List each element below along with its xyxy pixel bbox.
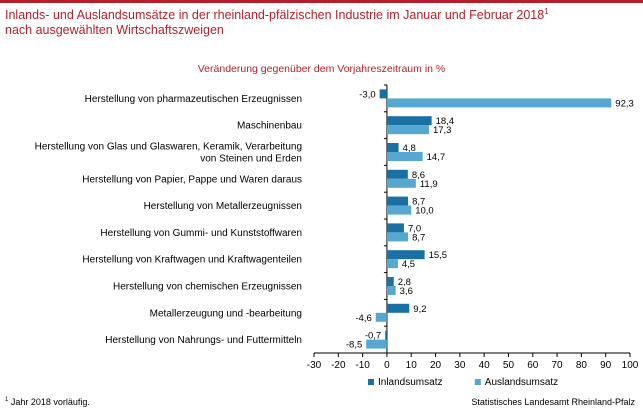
inland-bar [386, 169, 408, 179]
category-label: Herstellung von Nahrungs- und Futtermitt… [105, 335, 302, 346]
ausland-bar [386, 286, 396, 295]
ausland-bar [386, 152, 423, 161]
category-label: Herstellung von Gummi- und Kunststoffwar… [100, 228, 302, 239]
ausland-bar [386, 125, 429, 135]
data-label: 17,3 [433, 125, 452, 136]
data-label: 3,6 [400, 286, 413, 297]
inland-bar [386, 250, 425, 260]
inland-bar [386, 143, 399, 152]
ausland-bar [386, 232, 409, 242]
inland-bar [385, 330, 387, 340]
footnote-mark: 1 [5, 397, 9, 403]
legend-label: Auslandsumsatz [485, 377, 558, 388]
data-label: 7,0 [408, 223, 421, 234]
data-label: 14,7 [427, 152, 446, 163]
data-label: 2,8 [398, 277, 411, 288]
data-label: -8,5 [346, 340, 362, 351]
x-tick-label: 100 [622, 360, 639, 371]
ausland-bar [366, 339, 387, 349]
inland-bar [386, 116, 432, 126]
x-tick-label: 20 [430, 360, 442, 371]
title-line-2: nach ausgewählten Wirtschaftszweigen [5, 23, 224, 37]
inland-bar [386, 196, 409, 206]
data-label: 18,4 [436, 116, 455, 127]
category-label: Herstellung von Metallerzeugnissen [144, 201, 302, 212]
title-line-1: Inlands- und Auslandsumsätze in der rhei… [5, 8, 545, 22]
x-tick-label: 10 [406, 360, 418, 371]
data-label: 8,7 [412, 197, 425, 208]
category-label: von Steinen und Erden [200, 154, 302, 165]
category-label: Herstellung von Papier, Pappe und Waren … [82, 174, 302, 185]
footnote-text: Jahr 2018 vorläufig. [8, 397, 90, 407]
legend-swatch [474, 379, 481, 385]
data-label: 8,6 [412, 170, 425, 181]
chart-title: Inlands- und Auslandsumsätze in der rhei… [5, 6, 635, 38]
x-tick-label: 80 [576, 360, 588, 371]
data-label: 11,9 [420, 179, 438, 190]
x-tick-label: 60 [527, 360, 539, 371]
category-label: Maschinenbau [237, 121, 302, 132]
category-label: Herstellung von Glas und Glaswaren, Kera… [35, 142, 302, 153]
source-credit: Statistisches Landesamt Rheinland-Pfalz [471, 397, 635, 407]
x-tick-label: 40 [479, 360, 491, 371]
data-label: -0,7 [365, 331, 381, 342]
ausland-bar [386, 178, 416, 188]
chart-subtitle: Veränderung gegenüber dem Vorjahreszeitr… [197, 63, 446, 75]
legend-swatch [368, 379, 374, 385]
data-label: 4,5 [402, 259, 415, 270]
inland-bar [386, 277, 394, 286]
data-label: 9,2 [413, 304, 426, 315]
inland-bar [379, 89, 387, 99]
ausland-bar [386, 98, 612, 108]
x-tick-label: 70 [552, 360, 564, 371]
top-accent-bar [0, 0, 643, 3]
data-label: -4,6 [355, 313, 371, 324]
data-label: 92,3 [615, 98, 634, 109]
title-footnote-mark: 1 [544, 6, 549, 16]
category-label: Herstellung von pharmazeutischen Erzeugn… [85, 94, 302, 105]
data-label: 4,8 [403, 143, 416, 154]
category-label: Metallerzeugung und -bearbeitung [150, 308, 302, 319]
inland-bar [386, 223, 404, 233]
x-tick-label: 0 [384, 360, 390, 371]
x-tick-label: 90 [600, 360, 612, 371]
data-label: 10,0 [415, 206, 434, 217]
x-tick-label: 30 [454, 360, 466, 371]
category-label: Herstellung von Kraftwagen und Kraftwage… [82, 255, 302, 266]
data-label: -3,0 [359, 89, 375, 100]
x-tick-label: -20 [331, 360, 346, 371]
x-tick-label: 50 [503, 360, 515, 371]
ausland-bar [375, 312, 387, 322]
ausland-bar [386, 205, 412, 215]
ausland-bar [386, 259, 398, 269]
x-tick-label: -30 [307, 360, 322, 371]
category-label: Herstellung von chemischen Erzeugnissen [113, 282, 302, 293]
data-label: 8,7 [412, 232, 425, 243]
data-label: 15,5 [429, 250, 448, 261]
footnote: 1 Jahr 2018 vorläufig. [5, 397, 90, 407]
x-tick-label: -10 [355, 360, 370, 371]
inland-bar [386, 303, 410, 313]
legend-label: Inlandsumsatz [378, 377, 442, 388]
